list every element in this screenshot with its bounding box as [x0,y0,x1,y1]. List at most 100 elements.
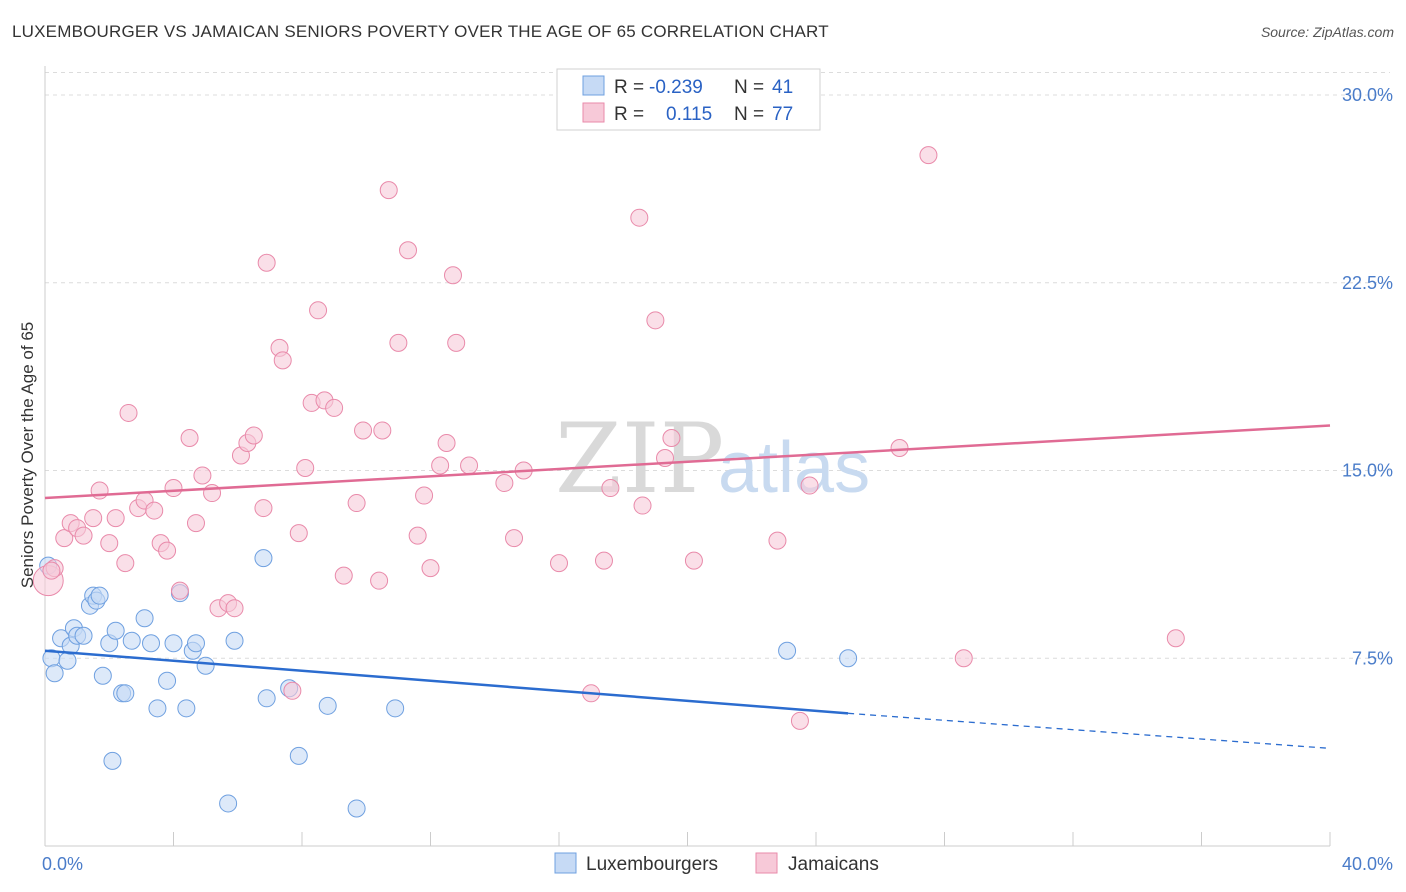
series-jamaicans [32,146,1185,730]
point-jamaicans-45 [379,181,398,200]
point-jamaicans-18 [170,581,189,600]
point-luxembourgers-12 [90,586,109,605]
point-luxembourgers-36 [318,696,337,715]
legend-r-value-luxembourgers: -0.239 [649,77,703,98]
point-jamaicans-76 [42,561,61,580]
point-luxembourgers-24 [164,634,183,653]
point-jamaicans-57 [505,529,524,548]
point-jamaicans-34 [289,524,308,543]
point-jamaicans-9 [106,509,125,528]
x-tick-label-0: 0.0% [42,854,83,874]
watermark: ZIP atlas [555,403,870,515]
point-luxembourgers-8 [74,626,93,645]
point-jamaicans-68 [684,551,703,570]
trend-line-luxembourgers [44,649,849,715]
y-tick-label-2: 22.5% [1342,273,1393,293]
point-luxembourgers-21 [142,634,161,653]
y-tick-label-0: 7.5% [1352,648,1393,668]
point-jamaicans-30 [257,253,276,272]
point-jamaicans-39 [325,398,344,417]
trend-line-extension-luxembourgers [848,712,1331,750]
point-luxembourgers-39 [778,641,797,660]
point-luxembourgers-32 [254,549,273,568]
point-jamaicans-75 [1166,629,1185,648]
legend-r-value-jamaicans: 0.115 [666,104,712,125]
point-luxembourgers-33 [257,689,276,708]
point-jamaicans-8 [100,534,119,553]
point-jamaicans-70 [790,711,809,730]
point-luxembourgers-22 [148,699,167,718]
legend-n-value-luxembourgers: 41 [772,77,793,98]
point-jamaicans-50 [421,559,440,578]
point-jamaicans-41 [347,494,366,513]
point-jamaicans-63 [630,208,649,227]
point-luxembourgers-38 [386,699,405,718]
gridlines [45,72,1390,659]
data-points [32,146,1185,818]
point-jamaicans-28 [244,426,263,445]
point-luxembourgers-30 [219,794,238,813]
point-luxembourgers-26 [177,699,196,718]
source-credit: Source: ZipAtlas.com [1260,24,1394,40]
point-jamaicans-49 [415,486,434,505]
point-luxembourgers-16 [106,621,125,640]
point-jamaicans-48 [408,526,427,545]
watermark-atlas: atlas [718,428,870,508]
point-luxembourgers-31 [225,631,244,650]
point-jamaicans-42 [354,421,373,440]
legend-label-luxembourgers: Luxembourgers [586,854,718,875]
point-jamaicans-62 [601,479,620,498]
legend-swatch-bottom-jamaicans [755,852,778,874]
y-tick-label-1: 15.0% [1342,461,1393,481]
watermark-zip: ZIP [555,403,724,515]
legend-n-label-jamaicans: N = [734,104,764,125]
point-luxembourgers-13 [93,666,112,685]
point-jamaicans-20 [186,514,205,533]
point-luxembourgers-40 [839,649,858,668]
point-luxembourgers-19 [122,631,141,650]
legend-swatch-jamaicans [582,102,605,123]
legend-r-label-luxembourgers: R = [614,77,644,98]
point-jamaicans-65 [646,311,665,330]
point-jamaicans-6 [84,509,103,528]
point-jamaicans-14 [145,501,164,520]
y-axis-label: Seniors Poverty Over the Age of 65 [18,322,37,588]
point-luxembourgers-37 [347,799,366,818]
point-jamaicans-29 [254,499,273,518]
point-jamaicans-44 [373,421,392,440]
point-jamaicans-71 [800,476,819,495]
point-jamaicans-16 [158,541,177,560]
point-jamaicans-59 [550,554,568,573]
point-luxembourgers-18 [116,684,135,703]
point-jamaicans-72 [890,438,909,457]
point-jamaicans-2 [55,529,74,548]
point-jamaicans-37 [309,301,328,320]
point-jamaicans-47 [399,241,418,260]
point-jamaicans-74 [954,649,973,668]
point-jamaicans-61 [594,551,613,570]
point-jamaicans-17 [164,479,183,498]
legend-n-label-luxembourgers: N = [734,77,764,98]
legend-swatch-bottom-luxembourgers [554,852,577,874]
point-jamaicans-25 [225,599,244,618]
series-legend: Luxembourgers Jamaicans [554,852,879,875]
point-jamaicans-55 [460,456,479,475]
point-jamaicans-11 [119,403,138,422]
point-jamaicans-69 [768,531,787,550]
point-luxembourgers-28 [186,634,205,653]
point-jamaicans-52 [437,433,456,452]
point-jamaicans-67 [662,428,681,447]
point-jamaicans-64 [633,496,652,515]
legend-swatch-luxembourgers [582,75,605,96]
point-jamaicans-73 [919,146,938,165]
point-jamaicans-10 [116,554,135,573]
point-jamaicans-35 [296,459,315,478]
point-jamaicans-46 [389,333,408,352]
point-jamaicans-56 [495,474,514,493]
x-tick-label-1: 40.0% [1342,854,1393,874]
chart-title: LUXEMBOURGER VS JAMAICAN SENIORS POVERTY… [12,22,829,41]
trend-line-jamaicans [44,424,1331,500]
point-luxembourgers-2 [45,664,64,683]
point-luxembourgers-20 [135,609,154,628]
